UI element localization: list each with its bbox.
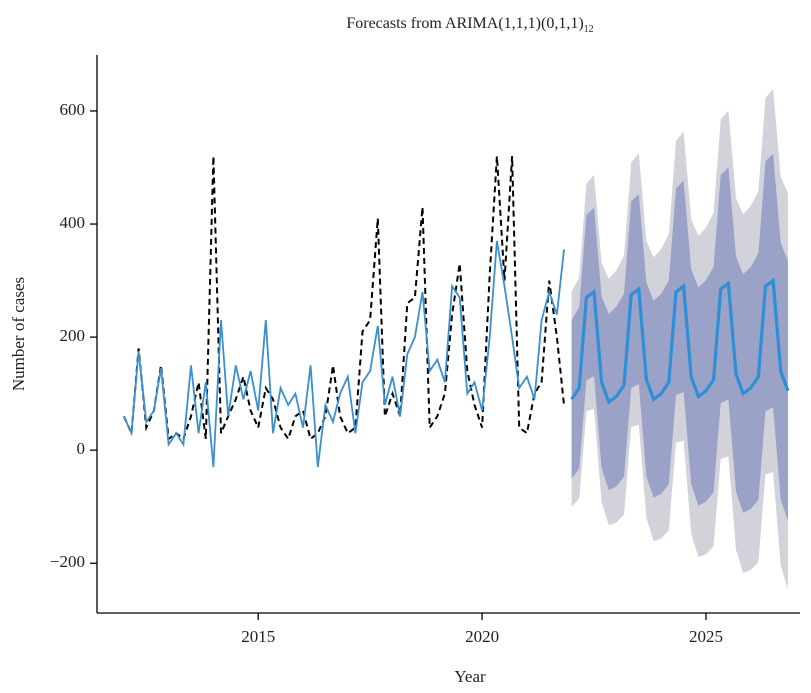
title-text: Forecasts from ARIMA(1,1,1)(0,1,1) xyxy=(346,15,583,32)
x-tick-label: 2020 xyxy=(465,627,499,646)
y-tick-label: 200 xyxy=(60,326,86,345)
fitted-line xyxy=(123,240,565,468)
y-tick-label: 0 xyxy=(77,439,86,458)
x-axis-label: Year xyxy=(454,667,486,686)
forecast-line xyxy=(570,277,790,405)
prediction-interval xyxy=(571,153,788,521)
y-axis-label: Number of cases xyxy=(9,277,28,391)
y-tick-label: 400 xyxy=(60,213,86,232)
x-tick-label: 2025 xyxy=(689,627,723,646)
y-tick-label: −200 xyxy=(50,552,85,571)
observed-line xyxy=(122,156,565,442)
y-tick-label: 600 xyxy=(60,100,86,119)
x-tick-label: 2015 xyxy=(241,627,275,646)
title-subscript: 12 xyxy=(584,24,594,35)
chart-title: Forecasts from ARIMA(1,1,1)(0,1,1)12 xyxy=(346,15,593,35)
